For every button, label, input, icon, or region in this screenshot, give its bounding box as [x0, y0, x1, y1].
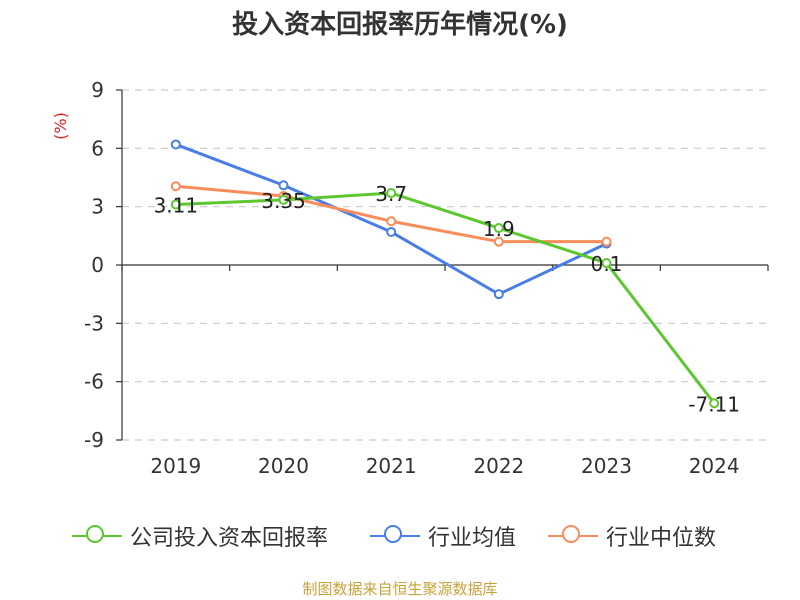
data-label: 3.35	[261, 189, 306, 213]
legend-label: 行业均值	[428, 526, 517, 551]
legend-marker-icon	[370, 520, 420, 552]
y-tick-label: -9	[84, 428, 104, 452]
data-point	[386, 216, 397, 227]
source-note: 制图数据来自恒生聚源数据库	[302, 580, 498, 598]
y-tick-label: -6	[84, 370, 104, 394]
data-point	[601, 258, 612, 269]
data-point	[170, 181, 181, 192]
y-axis-label: (%)	[51, 112, 70, 140]
data-point	[709, 398, 720, 409]
legend-marker-icon	[72, 520, 122, 552]
data-point	[386, 188, 397, 199]
y-tick-label: 9	[91, 78, 104, 102]
data-point	[493, 289, 504, 300]
y-tick-label: 3	[91, 195, 104, 219]
data-label: 3.11	[154, 194, 199, 218]
legend-label: 行业中位数	[606, 526, 717, 551]
legend-dot	[562, 525, 580, 543]
legend-item-industry-mean[interactable]: 行业均值	[370, 520, 516, 552]
x-tick-label: 2024	[689, 454, 740, 478]
data-point	[170, 139, 181, 150]
legend-label: 公司投入资本回报率	[130, 526, 329, 551]
data-label: -7.11	[688, 392, 740, 416]
x-tick-label: 2019	[150, 454, 201, 478]
data-point	[386, 226, 397, 237]
data-label: 0.1	[591, 252, 623, 276]
chart-title: 投入资本回报率历年情况(%)	[232, 10, 568, 40]
legend-dot	[86, 525, 104, 543]
data-point	[278, 180, 289, 191]
data-point	[170, 199, 181, 210]
x-tick-label: 2021	[366, 454, 417, 478]
x-tick-label: 2022	[473, 454, 524, 478]
legend-item-company-roic[interactable]: 公司投入资本回报率	[72, 520, 328, 552]
data-point	[278, 194, 289, 205]
legend-marker-icon	[548, 520, 598, 552]
x-tick-label: 2020	[258, 454, 309, 478]
series-line	[175, 191, 716, 405]
y-tick-label: -3	[84, 311, 104, 335]
data-point	[493, 223, 504, 234]
data-point	[601, 236, 612, 247]
data-label: 3.7	[375, 182, 407, 206]
legend-dot	[384, 525, 402, 543]
y-tick-label: 0	[91, 253, 104, 277]
x-tick-label: 2023	[581, 454, 632, 478]
y-tick-label: 6	[91, 136, 104, 160]
data-label: 1.9	[483, 217, 515, 241]
legend-item-industry-median[interactable]: 行业中位数	[548, 520, 716, 552]
data-point	[493, 236, 504, 247]
